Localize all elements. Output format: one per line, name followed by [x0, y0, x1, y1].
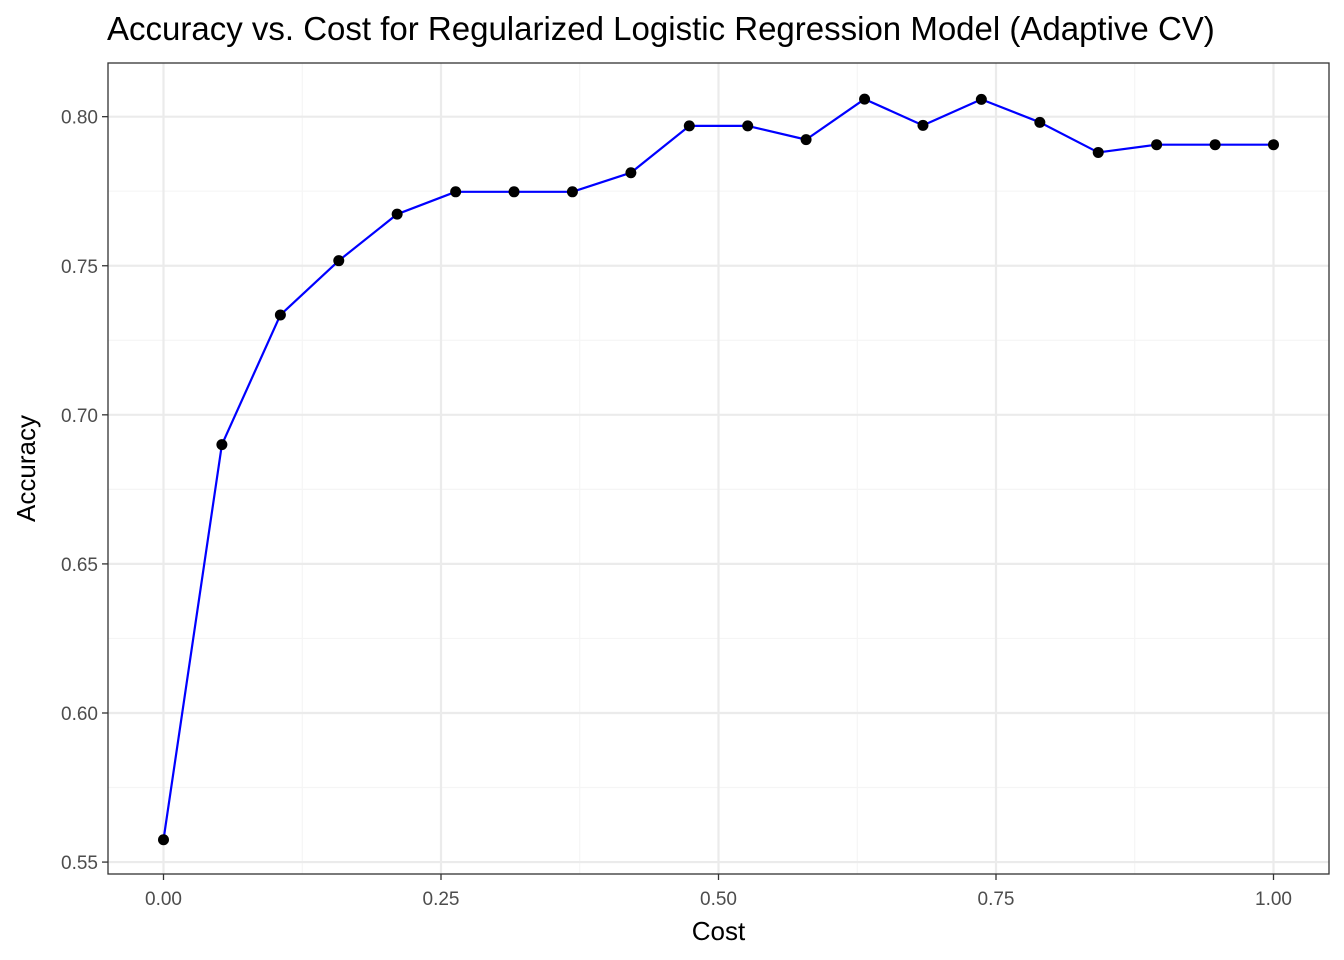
x-axis-title: Cost — [692, 916, 746, 946]
data-point — [1092, 146, 1104, 158]
series-line — [162, 97, 1274, 840]
data-point — [508, 186, 520, 198]
x-tick-label: 0.25 — [423, 889, 460, 910]
y-axis-title: Accuracy — [11, 415, 41, 522]
data-point — [566, 186, 578, 198]
y-tick-label: 0.75 — [61, 257, 98, 278]
data-point — [975, 93, 987, 105]
y-tick-label: 0.55 — [61, 853, 98, 874]
x-axis: 0.00 0.25 0.50 0.75 1.00 — [145, 874, 1292, 910]
y-tick-label: 0.60 — [61, 704, 98, 725]
y-tick-label: 0.70 — [61, 406, 98, 427]
x-tick-label: 0.75 — [978, 889, 1015, 910]
x-tick-label: 0.50 — [700, 889, 737, 910]
data-point — [1209, 139, 1221, 151]
data-point — [683, 120, 695, 132]
x-tick-label: 0.00 — [145, 889, 182, 910]
major-grid — [108, 63, 1329, 874]
y-tick-label: 0.65 — [61, 555, 98, 576]
data-point — [859, 93, 871, 105]
data-point — [625, 167, 637, 179]
data-point — [742, 120, 754, 132]
data-point — [391, 208, 403, 220]
data-point — [333, 255, 345, 267]
chart-title: Accuracy vs. Cost for Regularized Logist… — [107, 10, 1215, 47]
data-point — [800, 134, 812, 146]
data-point — [917, 119, 929, 131]
series-points-group — [158, 93, 1279, 846]
data-point — [1034, 116, 1046, 128]
data-point — [216, 439, 228, 451]
data-point — [1268, 139, 1279, 151]
data-point — [450, 186, 462, 198]
data-point — [274, 309, 286, 321]
y-tick-label: 0.80 — [61, 108, 98, 129]
x-tick-label: 1.00 — [1255, 889, 1292, 910]
y-axis: 0.55 0.60 0.65 0.70 0.75 0.80 — [61, 108, 108, 874]
data-point — [1151, 139, 1163, 151]
data-point — [158, 834, 169, 846]
series-line-group — [162, 97, 1274, 840]
